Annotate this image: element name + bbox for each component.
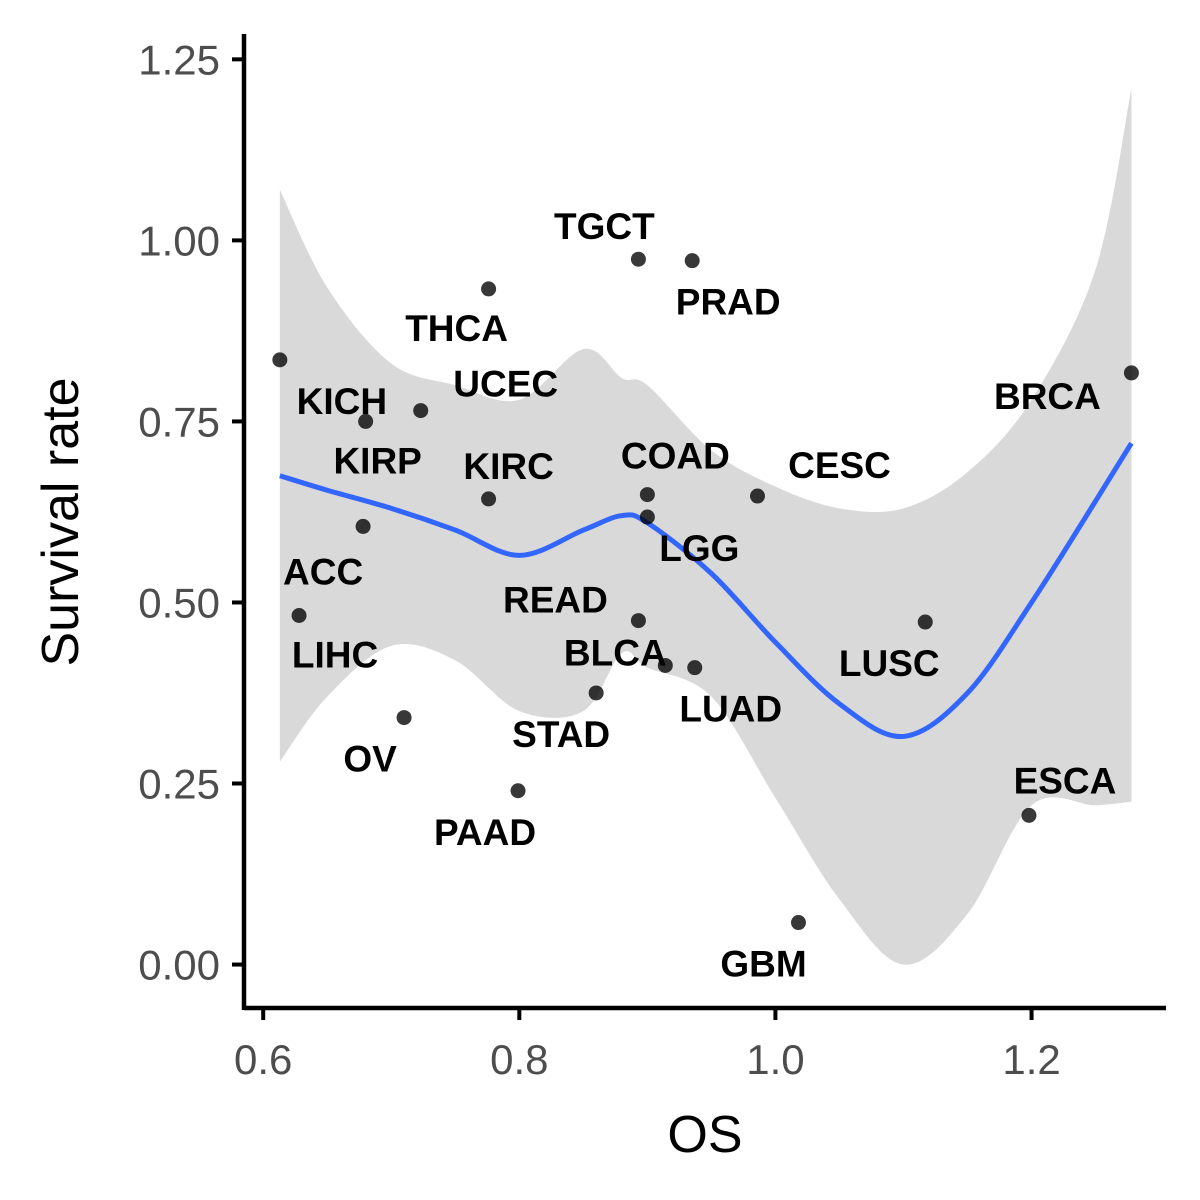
y-tick-label: 0.50 (138, 579, 220, 626)
y-axis-title: Survival rate (32, 378, 90, 667)
point-labels-layer: KICH KIRP ACC LIHC UCEC THCA KIRC OV PAAD STAD BLC… (283, 206, 1116, 984)
x-tick-label: 1.0 (746, 1036, 804, 1083)
label-tgct: TGCT (554, 206, 655, 247)
label-cesc: CESC (788, 445, 891, 486)
y-tick-label: 0.00 (138, 942, 220, 989)
label-lusc: LUSC (839, 643, 940, 684)
label-acc: ACC (283, 551, 363, 592)
label-brca: BRCA (994, 376, 1101, 417)
label-read: READ (503, 580, 608, 621)
label-esca: ESCA (1014, 760, 1117, 801)
point-lihc (291, 608, 307, 624)
x-tick-label: 1.2 (1002, 1036, 1060, 1083)
label-lgg: LGG (659, 528, 739, 569)
label-kich: KICH (297, 381, 387, 422)
label-lihc: LIHC (292, 635, 378, 676)
axes-layer (241, 34, 1166, 1011)
label-paad: PAAD (434, 812, 536, 853)
y-tick-label: 0.75 (138, 398, 220, 445)
point-acc (355, 518, 371, 534)
label-kirc: KIRC (463, 446, 553, 487)
point-gbm (790, 915, 806, 931)
x-tick-label: 0.8 (490, 1036, 548, 1083)
point-kich (272, 352, 288, 368)
point-brca (1123, 365, 1139, 381)
point-coad (639, 487, 655, 503)
point-kirc (481, 491, 497, 507)
points-layer (272, 251, 1139, 931)
point-thca (481, 281, 497, 297)
label-ov: OV (343, 739, 397, 780)
point-lusc (917, 614, 933, 630)
point-esca (1021, 807, 1037, 823)
point-paad (510, 783, 526, 799)
confidence-band-layer (279, 88, 1132, 965)
point-stad (588, 685, 604, 701)
label-gbm: GBM (720, 944, 806, 985)
x-axis-title: OS (667, 1106, 742, 1164)
label-luad: LUAD (679, 689, 782, 730)
point-ov (396, 710, 412, 726)
point-ucec (413, 403, 429, 419)
point-read (630, 613, 646, 629)
point-kirp (358, 413, 374, 429)
label-stad: STAD (512, 714, 610, 755)
x-tick-label: 0.6 (234, 1036, 292, 1083)
label-blca: BLCA (564, 632, 667, 673)
point-cesc (750, 488, 766, 504)
ticks-layer: 0.6 0.8 1.0 1.2 0.00 0.25 0.50 0.75 1.00 1.25 (138, 36, 1060, 1083)
point-tgct (630, 251, 646, 267)
label-kirp: KIRP (333, 440, 421, 481)
point-luad (687, 660, 703, 676)
y-tick-label: 0.25 (138, 761, 220, 808)
point-blca (657, 657, 673, 673)
label-ucec: UCEC (453, 364, 558, 405)
smooth-line-layer (279, 441, 1134, 739)
label-prad: PRAD (676, 282, 781, 323)
smooth-line (279, 441, 1134, 739)
y-tick-label: 1.00 (138, 217, 220, 264)
point-lgg (639, 509, 655, 525)
label-coad: COAD (621, 436, 730, 477)
y-tick-label: 1.25 (138, 36, 220, 83)
point-prad (684, 253, 700, 269)
label-thca: THCA (405, 308, 508, 349)
confidence-band (279, 88, 1132, 965)
